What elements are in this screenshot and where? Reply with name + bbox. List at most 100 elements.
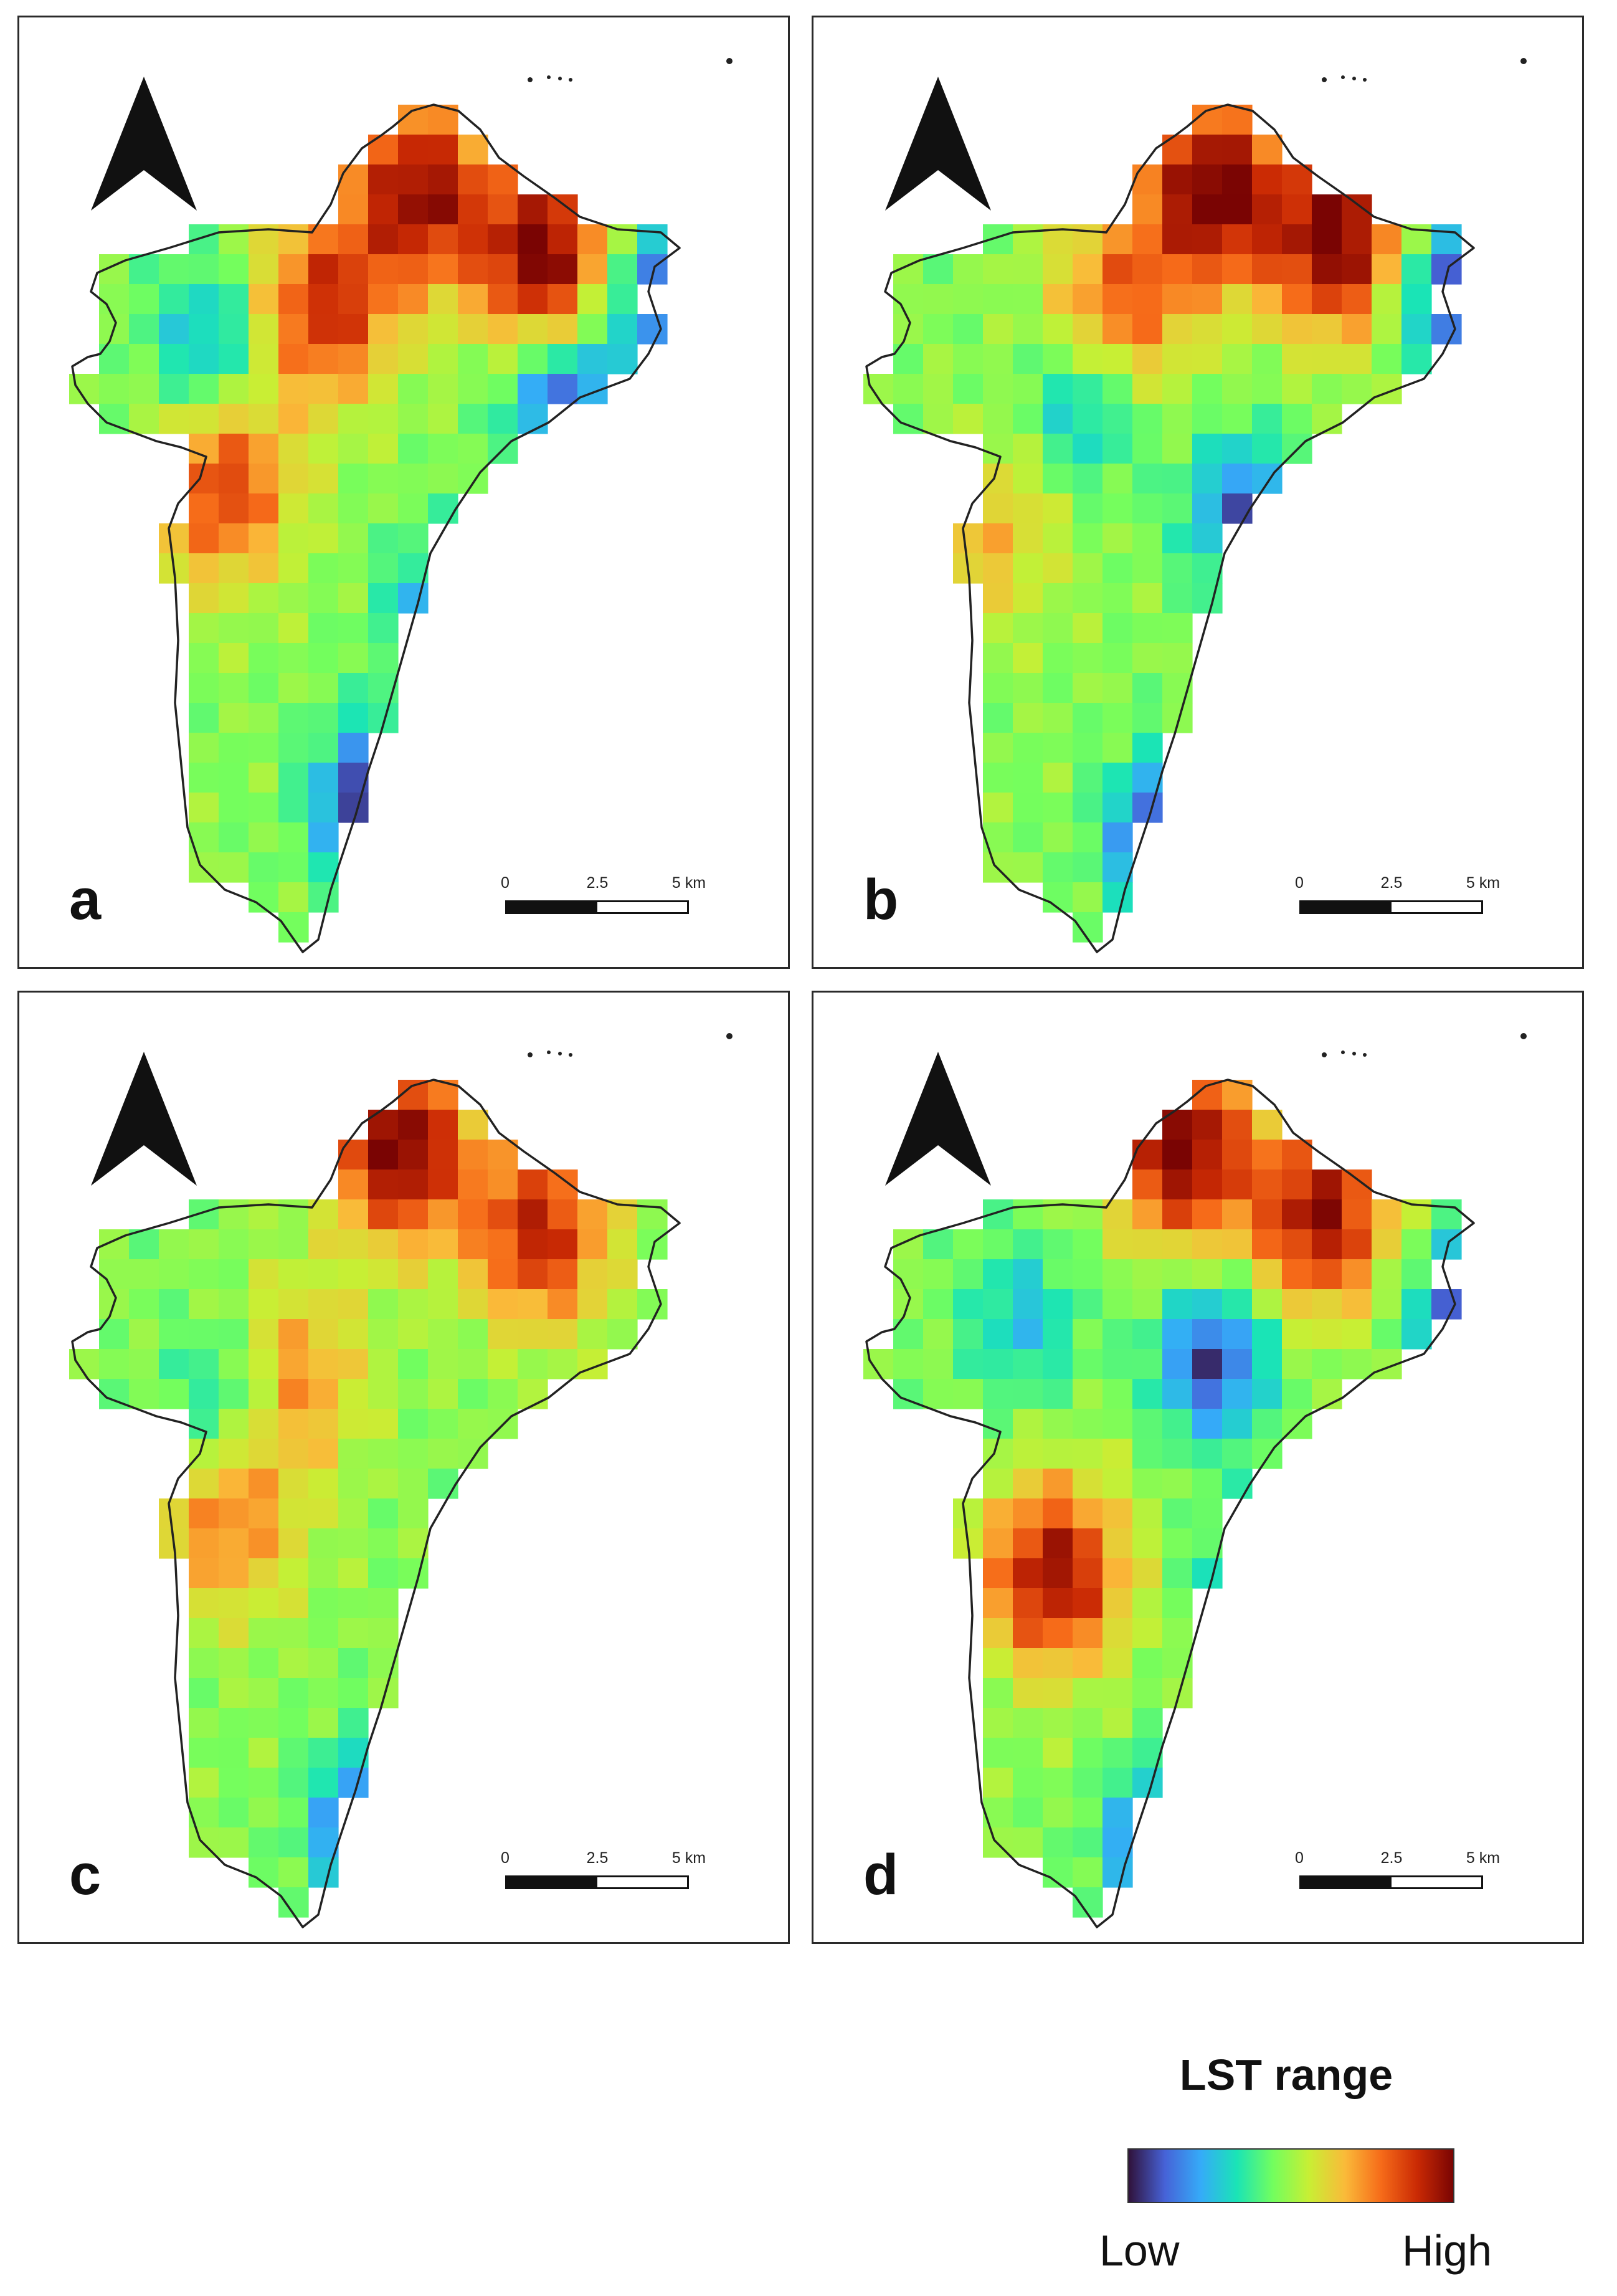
lst-cell [518, 284, 548, 315]
lst-cell [518, 1229, 548, 1260]
lst-cell [278, 822, 309, 853]
scale-segment-black [505, 1875, 597, 1889]
lst-cell [1162, 1110, 1193, 1140]
lst-cell [1252, 194, 1283, 225]
lst-cell [1013, 1259, 1043, 1290]
lst-cell [1132, 1349, 1163, 1379]
lst-cell [398, 344, 429, 374]
lst-cell [99, 284, 130, 315]
lst-cell [1282, 1169, 1312, 1200]
lst-cell [219, 1678, 249, 1708]
legend-color-ramp [1127, 2148, 1454, 2203]
lst-cell [129, 1259, 159, 1290]
lst-cell [338, 1558, 369, 1589]
lst-cell [1013, 1708, 1043, 1738]
lst-cell [338, 224, 369, 255]
lst-cell [1312, 1379, 1342, 1409]
lst-cell [1132, 194, 1163, 225]
lst-cell [1312, 1229, 1342, 1260]
lst-cell [338, 254, 369, 285]
lst-cell [1192, 224, 1223, 255]
lst-cell [308, 404, 339, 434]
lst-cell [278, 583, 309, 614]
lst-cell [518, 194, 548, 225]
lst-cell [518, 224, 548, 255]
lst-cell [923, 374, 954, 404]
lst-cell [308, 852, 339, 883]
lst-cell [338, 1588, 369, 1619]
lst-cell [548, 1229, 578, 1260]
lst-cell [278, 1199, 309, 1230]
lst-cell [1073, 733, 1103, 763]
lst-cell [1222, 404, 1253, 434]
lst-cell [189, 763, 219, 793]
lst-cell [1162, 1588, 1193, 1619]
lst-cell [129, 344, 159, 374]
lst-cell [1162, 1618, 1193, 1649]
lst-cell [458, 284, 488, 315]
lst-cell [368, 583, 399, 614]
lst-cell [398, 254, 429, 285]
lst-cell [1192, 1229, 1223, 1260]
lst-cell [1102, 733, 1133, 763]
lst-cell [1342, 1169, 1372, 1200]
lst-cell [458, 1140, 488, 1170]
lst-cell [1102, 493, 1133, 524]
lst-cell [368, 344, 399, 374]
lst-cell [308, 1349, 339, 1379]
lst-cell [953, 1319, 984, 1350]
lst-cell [249, 344, 279, 374]
lst-cell [398, 1169, 429, 1200]
lst-cell [308, 553, 339, 584]
lst-cell [518, 254, 548, 285]
lst-cell [1282, 1199, 1312, 1230]
lst-cell [1431, 224, 1462, 255]
lst-cell [368, 1439, 399, 1469]
lst-cell [308, 673, 339, 703]
scale-segment-white [595, 1875, 689, 1889]
lst-cell [368, 374, 399, 404]
lst-cell [308, 493, 339, 524]
lst-cell [923, 1319, 954, 1350]
lst-cell [1252, 224, 1283, 255]
lst-cell [1013, 1738, 1043, 1768]
lst-cell [249, 1289, 279, 1320]
lst-cell [1222, 434, 1253, 464]
lst-cell [1252, 1349, 1283, 1379]
lst-cell [338, 344, 369, 374]
map-panel-d: d 0 2.5 5 km [812, 991, 1584, 1944]
lst-cell [278, 314, 309, 345]
lst-cell [1192, 434, 1223, 464]
lst-cell [1162, 1379, 1193, 1409]
lst-cell [1342, 344, 1372, 374]
lst-cell [278, 1498, 309, 1529]
lst-cell [308, 314, 339, 345]
lst-cell [368, 1289, 399, 1320]
lst-cell [1132, 434, 1163, 464]
lst-cell [398, 434, 429, 464]
lst-cell [1162, 224, 1193, 255]
lst-cell [308, 1648, 339, 1679]
lst-cell [1043, 703, 1073, 733]
lst-cell [1013, 224, 1043, 255]
lst-cell [1102, 1618, 1133, 1649]
lst-cell [1372, 1199, 1402, 1230]
scale-bar: 0 2.5 5 km [1295, 874, 1500, 943]
lst-cell [278, 284, 309, 315]
lst-cell [428, 1289, 458, 1320]
lst-cell [398, 135, 429, 165]
lst-cell [1312, 1289, 1342, 1320]
lst-cell [1282, 1229, 1312, 1260]
lst-cell [249, 733, 279, 763]
lst-cell [1073, 1349, 1103, 1379]
lst-cell [398, 583, 429, 614]
lst-cell [249, 1528, 279, 1559]
lst-cell [1312, 194, 1342, 225]
lst-cell [1162, 374, 1193, 404]
lst-cell [219, 1199, 249, 1230]
lst-cell [308, 643, 339, 674]
lst-cell [278, 344, 309, 374]
lst-cell [308, 583, 339, 614]
lst-cell [219, 1439, 249, 1469]
scale-segment-black [1299, 1875, 1392, 1889]
